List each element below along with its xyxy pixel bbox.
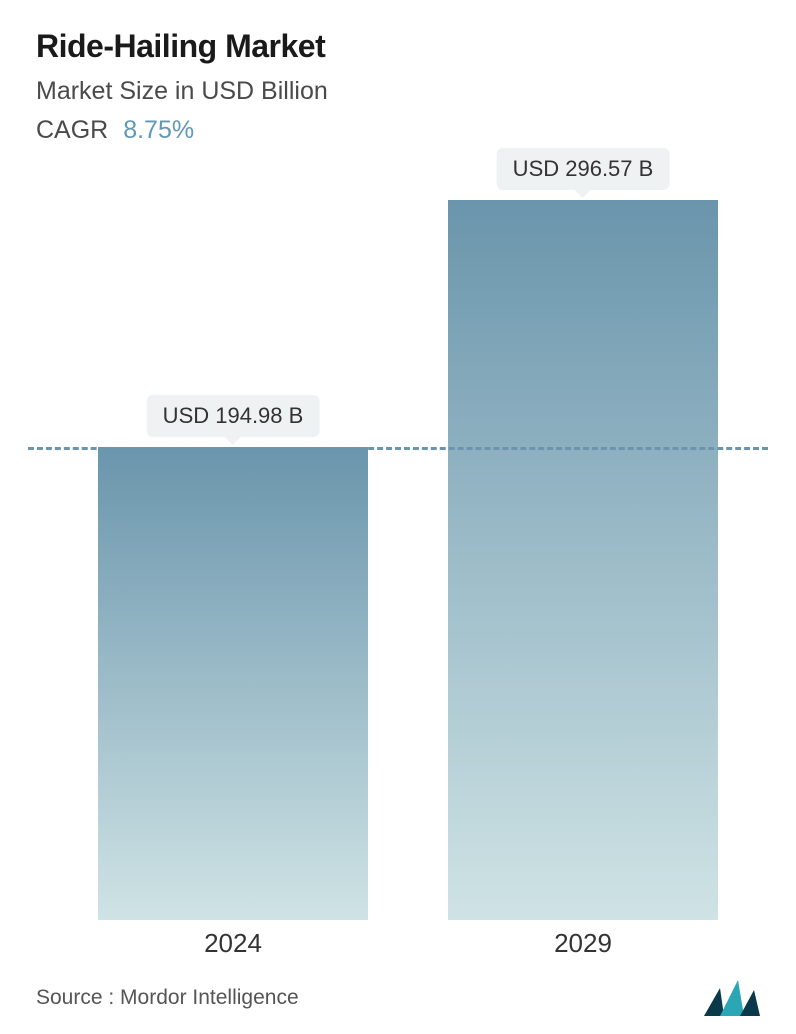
bar-2024: USD 194.98 B	[98, 447, 368, 920]
cagr-label: CAGR	[36, 116, 108, 144]
footer: Source : Mordor Intelligence	[36, 980, 760, 1016]
source-text: Source : Mordor Intelligence	[36, 986, 299, 1010]
chart-area: USD 194.98 B USD 296.57 B	[0, 200, 796, 920]
header: Ride-Hailing Market Market Size in USD B…	[0, 0, 796, 145]
chart-subtitle: Market Size in USD Billion	[36, 77, 760, 106]
value-label: USD 194.98 B	[147, 395, 320, 437]
x-axis-labels: 2024 2029	[0, 928, 796, 968]
bars-container: USD 194.98 B USD 296.57 B	[0, 200, 796, 920]
bar-fill	[448, 200, 718, 920]
cagr-row: CAGR 8.75%	[36, 116, 760, 145]
reference-line	[28, 447, 768, 450]
bar-2029: USD 296.57 B	[448, 200, 718, 920]
bar-fill	[98, 447, 368, 920]
brand-logo	[704, 980, 760, 1016]
logo-icon	[704, 980, 760, 1016]
x-label: 2029	[554, 928, 612, 959]
chart-title: Ride-Hailing Market	[36, 28, 760, 65]
value-label: USD 296.57 B	[497, 148, 670, 190]
x-label: 2024	[204, 928, 262, 959]
cagr-value: 8.75%	[123, 116, 194, 144]
